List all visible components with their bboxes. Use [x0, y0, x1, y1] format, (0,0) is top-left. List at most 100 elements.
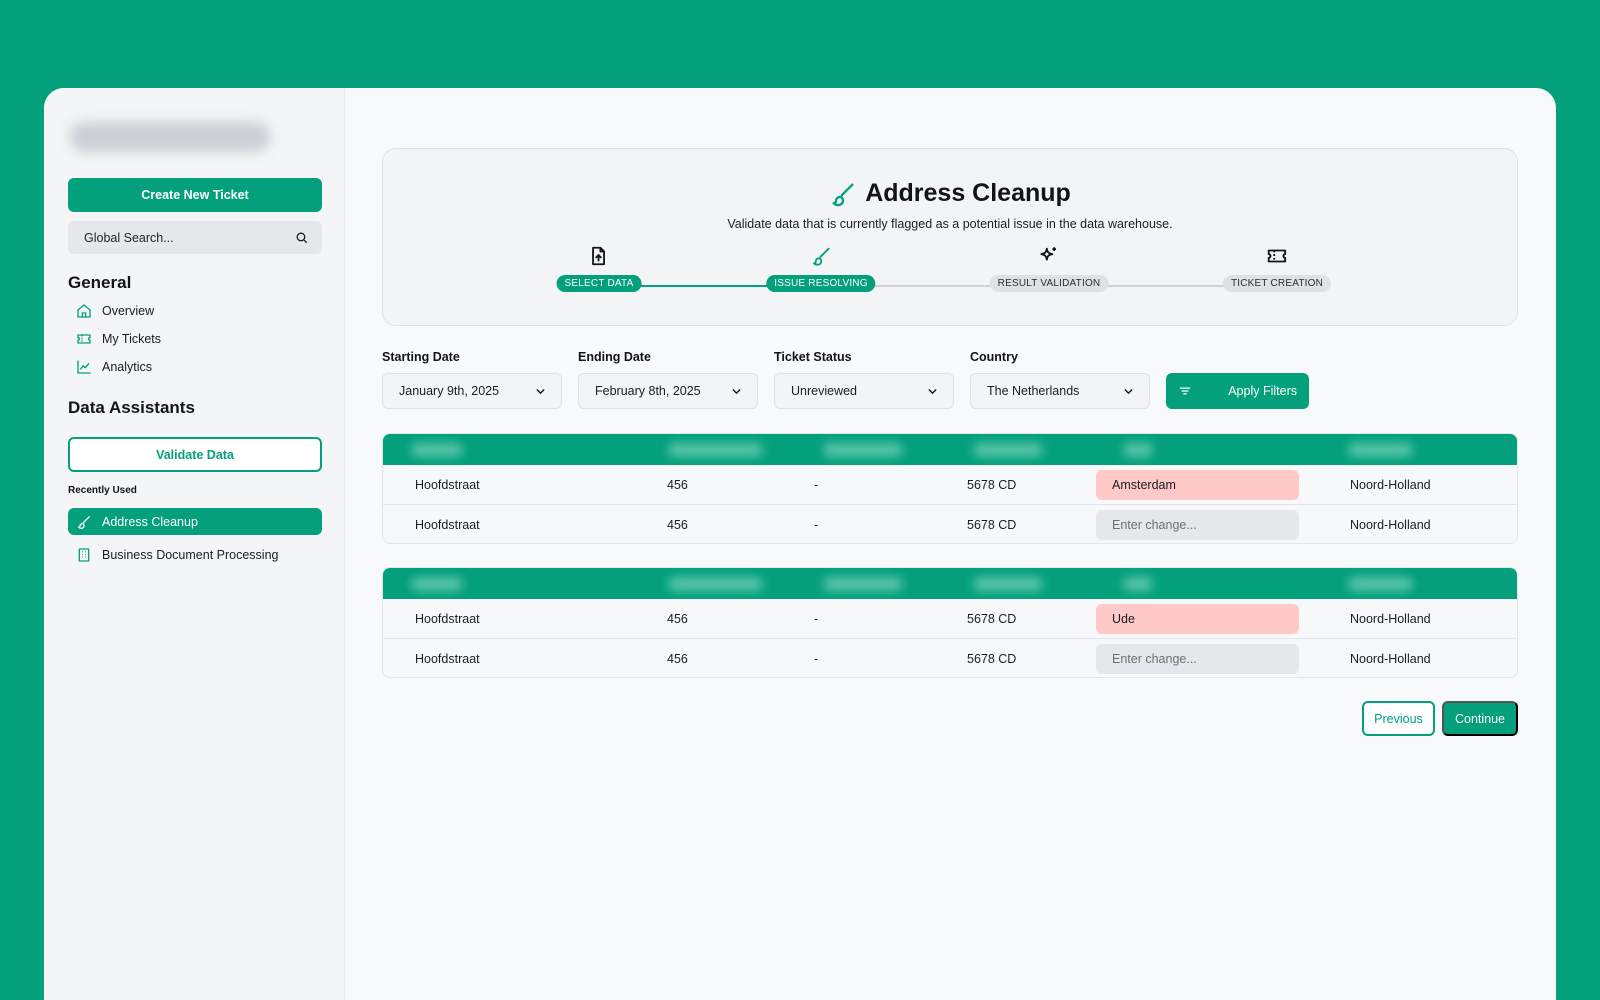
- change-input[interactable]: Enter change...: [1096, 510, 1299, 540]
- select-value: February 8th, 2025: [595, 384, 701, 398]
- sidebar-item-label: Address Cleanup: [102, 514, 198, 529]
- country-label: Country: [970, 350, 1018, 364]
- ticket-status-label: Ticket Status: [774, 350, 852, 364]
- page-title: Address Cleanup: [383, 179, 1517, 208]
- addition-cell: -: [814, 517, 819, 532]
- step-ticket-creation: TICKET CREATION: [1222, 245, 1332, 292]
- flagged-city-cell[interactable]: Amsterdam: [1096, 470, 1299, 500]
- blurred-header-cell: [823, 443, 903, 457]
- chart-icon: [77, 360, 91, 374]
- blurred-header-cell: [1348, 443, 1413, 457]
- street-cell: Hoofdstraat: [415, 611, 480, 626]
- global-search[interactable]: [68, 221, 322, 254]
- addition-cell: -: [814, 651, 819, 666]
- sidebar-item-my-tickets[interactable]: My Tickets: [68, 326, 322, 352]
- sidebar-item-address-cleanup[interactable]: Address Cleanup: [68, 508, 322, 535]
- table-row: Hoofdstraat 456 - 5678 CD Amsterdam Noor…: [383, 465, 1517, 504]
- province-cell: Noord-Holland: [1350, 477, 1431, 492]
- select-value: The Netherlands: [987, 384, 1080, 398]
- sidebar-item-label: My Tickets: [102, 332, 162, 346]
- create-ticket-button[interactable]: Create New Ticket: [68, 178, 322, 212]
- ending-date-label: Ending Date: [578, 350, 651, 364]
- step-label: ISSUE RESOLVING: [766, 275, 876, 292]
- blurred-header-cell: [973, 577, 1043, 591]
- sidebar: Create New Ticket General Overview My Ti…: [44, 88, 345, 1000]
- number-cell: 456: [667, 517, 688, 532]
- select-value: January 9th, 2025: [399, 384, 500, 398]
- province-cell: Noord-Holland: [1350, 517, 1431, 532]
- search-icon[interactable]: [295, 231, 308, 244]
- ticket-status-select[interactable]: Unreviewed: [774, 373, 954, 409]
- brush-icon: [78, 515, 90, 529]
- continue-button[interactable]: Continue: [1442, 701, 1518, 736]
- sparkle-icon: [1040, 247, 1057, 261]
- postcode-cell: 5678 CD: [967, 477, 1017, 492]
- validate-data-button[interactable]: Validate Data: [68, 437, 322, 472]
- street-cell: Hoofdstraat: [415, 477, 480, 492]
- starting-date-label: Starting Date: [382, 350, 460, 364]
- data-assistants-heading: Data Assistants: [68, 398, 195, 417]
- blurred-header-cell: [973, 443, 1043, 457]
- file-upload-icon: [592, 246, 606, 266]
- step-result-validation: RESULT VALIDATION: [989, 245, 1109, 292]
- blurred-header-cell: [1348, 577, 1413, 591]
- chevron-down-icon: [928, 388, 937, 394]
- step-label: RESULT VALIDATION: [989, 275, 1109, 292]
- province-cell: Noord-Holland: [1350, 651, 1431, 666]
- brush-icon: [812, 247, 830, 266]
- flagged-city-cell[interactable]: Ude: [1096, 604, 1299, 634]
- select-value: Unreviewed: [791, 384, 858, 398]
- sidebar-item-analytics[interactable]: Analytics: [68, 354, 322, 380]
- addition-cell: -: [814, 611, 819, 626]
- filter-icon: [1179, 387, 1191, 395]
- blurred-header-cell: [1123, 443, 1153, 457]
- blurred-header-cell: [668, 577, 763, 591]
- step-label: TICKET CREATION: [1222, 275, 1332, 292]
- search-input[interactable]: [84, 230, 284, 245]
- building-icon: [78, 548, 90, 562]
- sidebar-item-overview[interactable]: Overview: [68, 298, 322, 324]
- blurred-header-cell: [823, 577, 903, 591]
- step-select-data: SELECT DATA: [556, 245, 642, 292]
- step-connector: [599, 285, 821, 287]
- change-input[interactable]: Enter change...: [1096, 644, 1299, 674]
- page-subtitle: Validate data that is currently flagged …: [727, 217, 1173, 231]
- number-cell: 456: [667, 611, 688, 626]
- address-table-1: Hoofdstraat 456 - 5678 CD Amsterdam Noor…: [382, 433, 1518, 544]
- address-table-2: Hoofdstraat 456 - 5678 CD Ude Noord-Holl…: [382, 567, 1518, 678]
- recently-used-label: Recently Used: [68, 485, 137, 496]
- step-issue-resolving: ISSUE RESOLVING: [766, 245, 876, 292]
- page-title-text: Address Cleanup: [865, 179, 1071, 207]
- postcode-cell: 5678 CD: [967, 611, 1017, 626]
- street-cell: Hoofdstraat: [415, 517, 480, 532]
- country-select[interactable]: The Netherlands: [970, 373, 1150, 409]
- sidebar-item-label: Overview: [102, 304, 155, 318]
- app-window: Create New Ticket General Overview My Ti…: [44, 88, 1556, 1000]
- starting-date-select[interactable]: January 9th, 2025: [382, 373, 562, 409]
- apply-filters-button[interactable]: Apply Filters: [1166, 373, 1309, 409]
- ticket-icon: [77, 334, 91, 344]
- province-cell: Noord-Holland: [1350, 611, 1431, 626]
- wizard-header: Address Cleanup Validate data that is cu…: [382, 148, 1518, 326]
- ending-date-select[interactable]: February 8th, 2025: [578, 373, 758, 409]
- postcode-cell: 5678 CD: [967, 651, 1017, 666]
- table-header: [383, 434, 1517, 465]
- number-cell: 456: [667, 651, 688, 666]
- blurred-logo: [70, 122, 270, 152]
- table-row: Hoofdstraat 456 - 5678 CD Enter change..…: [383, 638, 1517, 677]
- blurred-header-cell: [668, 443, 763, 457]
- chevron-down-icon: [536, 388, 545, 394]
- blurred-header-cell: [411, 577, 463, 591]
- table-row: Hoofdstraat 456 - 5678 CD Ude Noord-Holl…: [383, 599, 1517, 638]
- table-row: Hoofdstraat 456 - 5678 CD Enter change..…: [383, 504, 1517, 543]
- blurred-header-cell: [1123, 577, 1153, 591]
- sidebar-item-label: Analytics: [102, 360, 153, 374]
- step-label: SELECT DATA: [556, 275, 642, 292]
- number-cell: 456: [667, 477, 688, 492]
- sidebar-item-business-document-processing[interactable]: Business Document Processing: [68, 542, 322, 568]
- apply-filters-label: Apply Filters: [1228, 384, 1297, 398]
- postcode-cell: 5678 CD: [967, 517, 1017, 532]
- sidebar-item-label: Business Document Processing: [102, 548, 279, 562]
- previous-button[interactable]: Previous: [1362, 701, 1435, 736]
- general-heading: General: [68, 273, 132, 292]
